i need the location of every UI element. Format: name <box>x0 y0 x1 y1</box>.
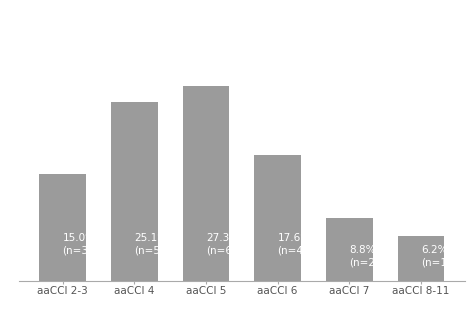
Bar <box>111 102 157 281</box>
Text: 8.8%
(n=20): 8.8% (n=20) <box>349 245 386 268</box>
Bar <box>182 86 229 281</box>
Bar <box>398 236 444 281</box>
Text: 6.2%
(n=14): 6.2% (n=14) <box>421 245 457 268</box>
Bar <box>39 174 86 281</box>
Text: 15.0%
(n=34): 15.0% (n=34) <box>63 233 99 256</box>
Text: 25.1%
(n=57): 25.1% (n=57) <box>134 233 171 256</box>
Bar <box>254 155 301 281</box>
Text: 27.3%
(n=62): 27.3% (n=62) <box>206 233 243 256</box>
Bar <box>326 218 373 281</box>
Text: 17.6%
(n=40): 17.6% (n=40) <box>278 233 314 256</box>
